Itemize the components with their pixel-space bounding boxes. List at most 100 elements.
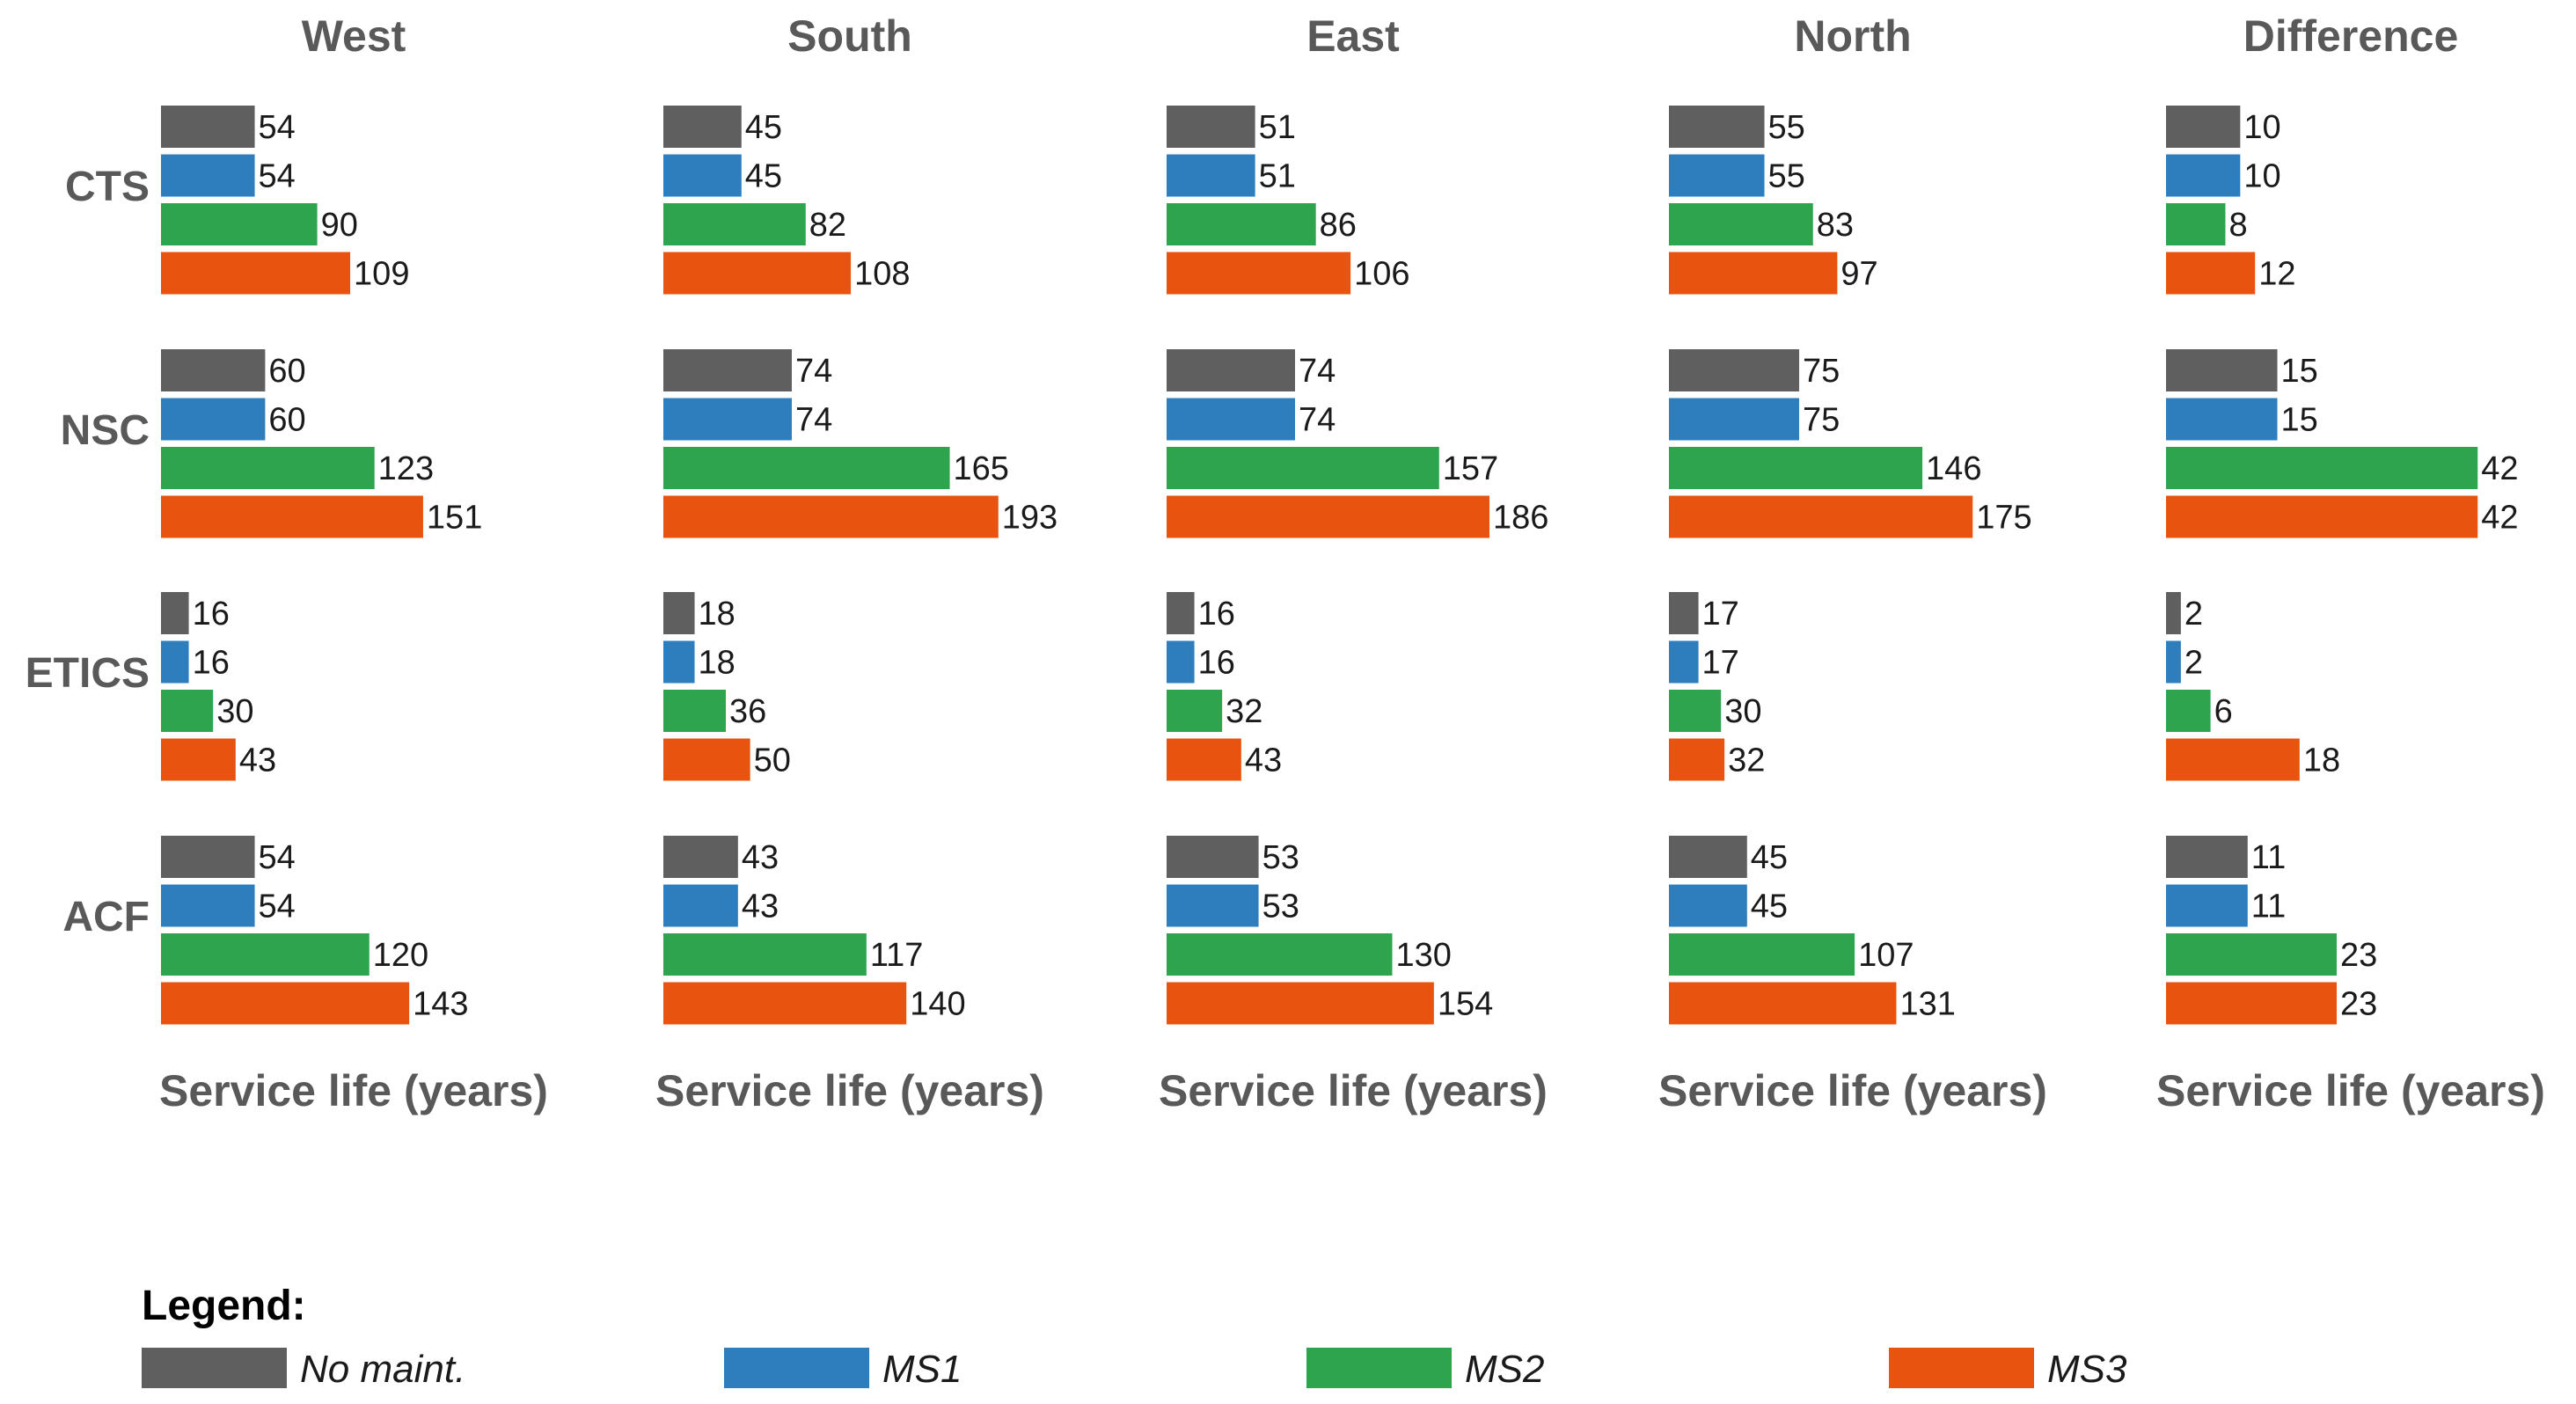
panel-title: Difference bbox=[2243, 11, 2459, 61]
bar-acf-no-maint- bbox=[2166, 836, 2248, 878]
bar-nsc-ms2 bbox=[663, 447, 950, 489]
bar-cts-ms1 bbox=[663, 154, 742, 197]
data-label: 74 bbox=[795, 353, 832, 390]
data-label: 50 bbox=[754, 742, 791, 779]
bar-nsc-no-maint- bbox=[663, 349, 793, 391]
data-label: 54 bbox=[259, 109, 296, 146]
data-label: 2 bbox=[2184, 645, 2203, 682]
panel-title: North bbox=[1794, 11, 1911, 61]
data-label: 45 bbox=[745, 109, 782, 146]
bar-nsc-ms2 bbox=[1669, 447, 1923, 489]
x-axis-label: Service life (years) bbox=[1658, 1066, 2047, 1115]
bar-etics-ms3 bbox=[2166, 738, 2300, 781]
bar-nsc-no-maint- bbox=[1167, 349, 1296, 391]
bar-etics-ms1 bbox=[1669, 640, 1699, 684]
bar-nsc-no-maint- bbox=[1669, 349, 1799, 391]
bar-etics-ms2 bbox=[1669, 690, 1722, 732]
data-label: 120 bbox=[373, 937, 428, 974]
bar-etics-ms3 bbox=[161, 738, 236, 781]
bar-cts-ms3 bbox=[663, 252, 852, 295]
data-label: 43 bbox=[1245, 742, 1282, 779]
data-label: 165 bbox=[954, 450, 1009, 487]
bar-cts-ms2 bbox=[663, 203, 806, 245]
data-label: 43 bbox=[742, 888, 779, 925]
data-label: 43 bbox=[239, 742, 276, 779]
bar-nsc-ms2 bbox=[1167, 447, 1439, 489]
data-label: 109 bbox=[354, 256, 409, 293]
data-label: 53 bbox=[1262, 839, 1299, 876]
data-label: 45 bbox=[1751, 839, 1788, 876]
data-label: 45 bbox=[1751, 888, 1788, 925]
bar-nsc-ms2 bbox=[2166, 447, 2478, 489]
panel-east: East 51 51 86 106 74 74 157 186 16 16 32 43 53 53 130 15… bbox=[1159, 11, 1548, 1115]
bar-etics-ms2 bbox=[663, 690, 727, 732]
data-label: 18 bbox=[2303, 742, 2340, 779]
legend-swatch-ms3 bbox=[1889, 1348, 2034, 1388]
bar-etics-ms1 bbox=[663, 640, 695, 684]
bar-cts-no-maint- bbox=[161, 106, 255, 148]
x-axis-label: Service life (years) bbox=[2156, 1066, 2545, 1115]
bar-acf-ms3 bbox=[1669, 982, 1897, 1025]
bar-etics-no-maint- bbox=[663, 592, 695, 634]
bar-acf-ms2 bbox=[1669, 933, 1855, 976]
bar-nsc-no-maint- bbox=[2166, 349, 2278, 391]
bar-acf-ms2 bbox=[161, 933, 370, 976]
bar-nsc-no-maint- bbox=[161, 349, 266, 391]
legend-label: MS1 bbox=[882, 1348, 962, 1391]
data-label: 54 bbox=[259, 888, 296, 925]
bar-cts-ms3 bbox=[1167, 252, 1351, 295]
bar-etics-ms1 bbox=[161, 640, 189, 684]
data-label: 10 bbox=[2243, 158, 2280, 195]
bar-nsc-ms2 bbox=[161, 447, 375, 489]
bar-nsc-ms3 bbox=[663, 495, 999, 538]
data-label: 16 bbox=[1198, 596, 1235, 633]
bar-nsc-ms1 bbox=[663, 398, 793, 441]
data-label: 15 bbox=[2281, 353, 2318, 390]
data-label: 12 bbox=[2258, 256, 2295, 293]
group-label-cts: CTS bbox=[65, 164, 150, 210]
data-label: 146 bbox=[1926, 450, 1981, 487]
data-label: 186 bbox=[1493, 500, 1548, 537]
data-label: 140 bbox=[910, 986, 965, 1023]
data-label: 175 bbox=[1976, 500, 2031, 537]
bar-nsc-ms1 bbox=[1167, 398, 1296, 441]
panel-west: West 54 54 90 109 60 60 123 151 16 16 30 43 54 54 120 14… bbox=[159, 11, 548, 1115]
bar-cts-ms3 bbox=[161, 252, 351, 295]
bar-acf-ms1 bbox=[1167, 884, 1259, 927]
legend-label: MS3 bbox=[2047, 1348, 2127, 1391]
data-label: 43 bbox=[742, 839, 779, 876]
bar-acf-no-maint- bbox=[1669, 836, 1747, 878]
panel-north: North 55 55 83 97 75 75 146 175 17 17 30 32 45 45 107 13… bbox=[1658, 11, 2047, 1115]
data-label: 106 bbox=[1354, 256, 1409, 293]
bar-cts-no-maint- bbox=[1167, 106, 1255, 148]
legend-swatch-ms2 bbox=[1306, 1348, 1452, 1388]
bar-acf-no-maint- bbox=[663, 836, 738, 878]
data-label: 30 bbox=[216, 693, 253, 730]
data-label: 74 bbox=[1299, 402, 1336, 439]
bar-cts-ms3 bbox=[1669, 252, 1838, 295]
panel-difference: Difference1010812151542422261811112323Se… bbox=[2156, 11, 2545, 1115]
data-label: 10 bbox=[2243, 109, 2280, 146]
bar-nsc-ms3 bbox=[161, 495, 423, 538]
legend-title: Legend: bbox=[142, 1283, 306, 1329]
bar-cts-no-maint- bbox=[1669, 106, 1765, 148]
bar-etics-ms3 bbox=[1167, 738, 1241, 781]
data-label: 97 bbox=[1841, 256, 1877, 293]
data-label: 54 bbox=[259, 158, 296, 195]
data-label: 15 bbox=[2281, 402, 2318, 439]
bar-cts-ms1 bbox=[1669, 154, 1765, 197]
data-label: 42 bbox=[2481, 450, 2518, 487]
data-label: 86 bbox=[1320, 207, 1357, 244]
bar-acf-ms2 bbox=[2166, 933, 2337, 976]
data-label: 55 bbox=[1768, 109, 1805, 146]
bar-acf-ms1 bbox=[1669, 884, 1747, 927]
data-label: 193 bbox=[1002, 500, 1057, 537]
data-label: 54 bbox=[259, 839, 296, 876]
data-label: 143 bbox=[413, 986, 468, 1023]
data-label: 123 bbox=[378, 450, 434, 487]
data-label: 16 bbox=[1198, 645, 1235, 682]
bar-cts-ms2 bbox=[2166, 203, 2226, 245]
bar-etics-ms1 bbox=[1167, 640, 1195, 684]
bar-etics-ms2 bbox=[2166, 690, 2211, 732]
